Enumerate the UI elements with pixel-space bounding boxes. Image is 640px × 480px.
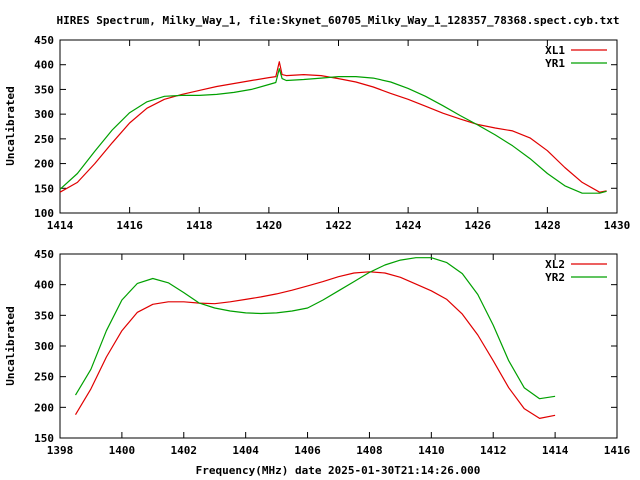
- y-axis-label: Uncalibrated: [4, 86, 17, 165]
- chart-title: HIRES Spectrum, Milky_Way_1, file:Skynet…: [57, 14, 620, 27]
- y-tick-label: 150: [34, 432, 54, 445]
- x-tick-label: 1412: [480, 444, 507, 457]
- chart-panels: 1414 1416 1418 1420 1422 1424 1426 1428 14301001…: [4, 34, 631, 457]
- legend-label-xl1: XL1: [545, 44, 565, 57]
- x-tick-label: 1428: [534, 219, 561, 232]
- legend-label-yr1: YR1: [545, 57, 565, 70]
- y-tick-label: 300: [34, 108, 54, 121]
- x-tick-label: 1416: [604, 444, 631, 457]
- x-tick-label: 1404: [232, 444, 259, 457]
- plot-panel-2: 1398 1400 1402 1404 1406 1408 1410 1412 1414 1416…: [4, 248, 631, 457]
- legend-label-yr2: YR2: [545, 271, 565, 284]
- y-tick-label: 400: [34, 59, 54, 72]
- y-axis-label: Uncalibrated: [4, 306, 17, 385]
- y-tick-label: 200: [34, 401, 54, 414]
- y-tick-label: 100: [34, 207, 54, 220]
- x-tick-label: 1408: [356, 444, 383, 457]
- x-tick-label: 1414: [47, 219, 74, 232]
- x-tick-label: 1416: [116, 219, 143, 232]
- legend-label-xl2: XL2: [545, 258, 565, 271]
- series-line-xl1: [59, 61, 607, 193]
- y-tick-label: 400: [34, 279, 54, 292]
- y-tick-label: 300: [34, 340, 54, 353]
- x-tick-label: 1418: [186, 219, 213, 232]
- x-tick-label: 1430: [604, 219, 631, 232]
- x-tick-label: 1414: [542, 444, 569, 457]
- x-tick-label: 1406: [294, 444, 321, 457]
- y-tick-label: 450: [34, 34, 54, 47]
- x-tick-label: 1410: [418, 444, 445, 457]
- x-tick-label: 1400: [109, 444, 136, 457]
- x-tick-label: 1426: [465, 219, 492, 232]
- x-tick-label: 1424: [395, 219, 422, 232]
- x-tick-label: 1402: [171, 444, 198, 457]
- x-tick-label: 1420: [256, 219, 283, 232]
- x-tick-label: 1398: [47, 444, 74, 457]
- y-tick-label: 450: [34, 248, 54, 261]
- plot-frame: [59, 39, 618, 214]
- x-tick-label: 1422: [325, 219, 352, 232]
- plot-panel-1: 1414 1416 1418 1420 1422 1424 1426 1428 1430 100 1…: [4, 34, 630, 232]
- y-tick-label: 250: [34, 371, 54, 384]
- series-line-yr2: [74, 257, 556, 400]
- x-axis-label: Frequency(MHz) date 2025-01-30T21:14:26.…: [196, 464, 481, 477]
- y-tick-label: 200: [34, 158, 54, 171]
- y-tick-label: 150: [34, 182, 54, 195]
- y-tick-label: 350: [34, 83, 54, 96]
- y-tick-label: 350: [34, 309, 54, 322]
- series-line-xl2: [74, 271, 556, 419]
- series-line-yr1: [59, 68, 607, 194]
- y-tick-label: 250: [34, 133, 54, 146]
